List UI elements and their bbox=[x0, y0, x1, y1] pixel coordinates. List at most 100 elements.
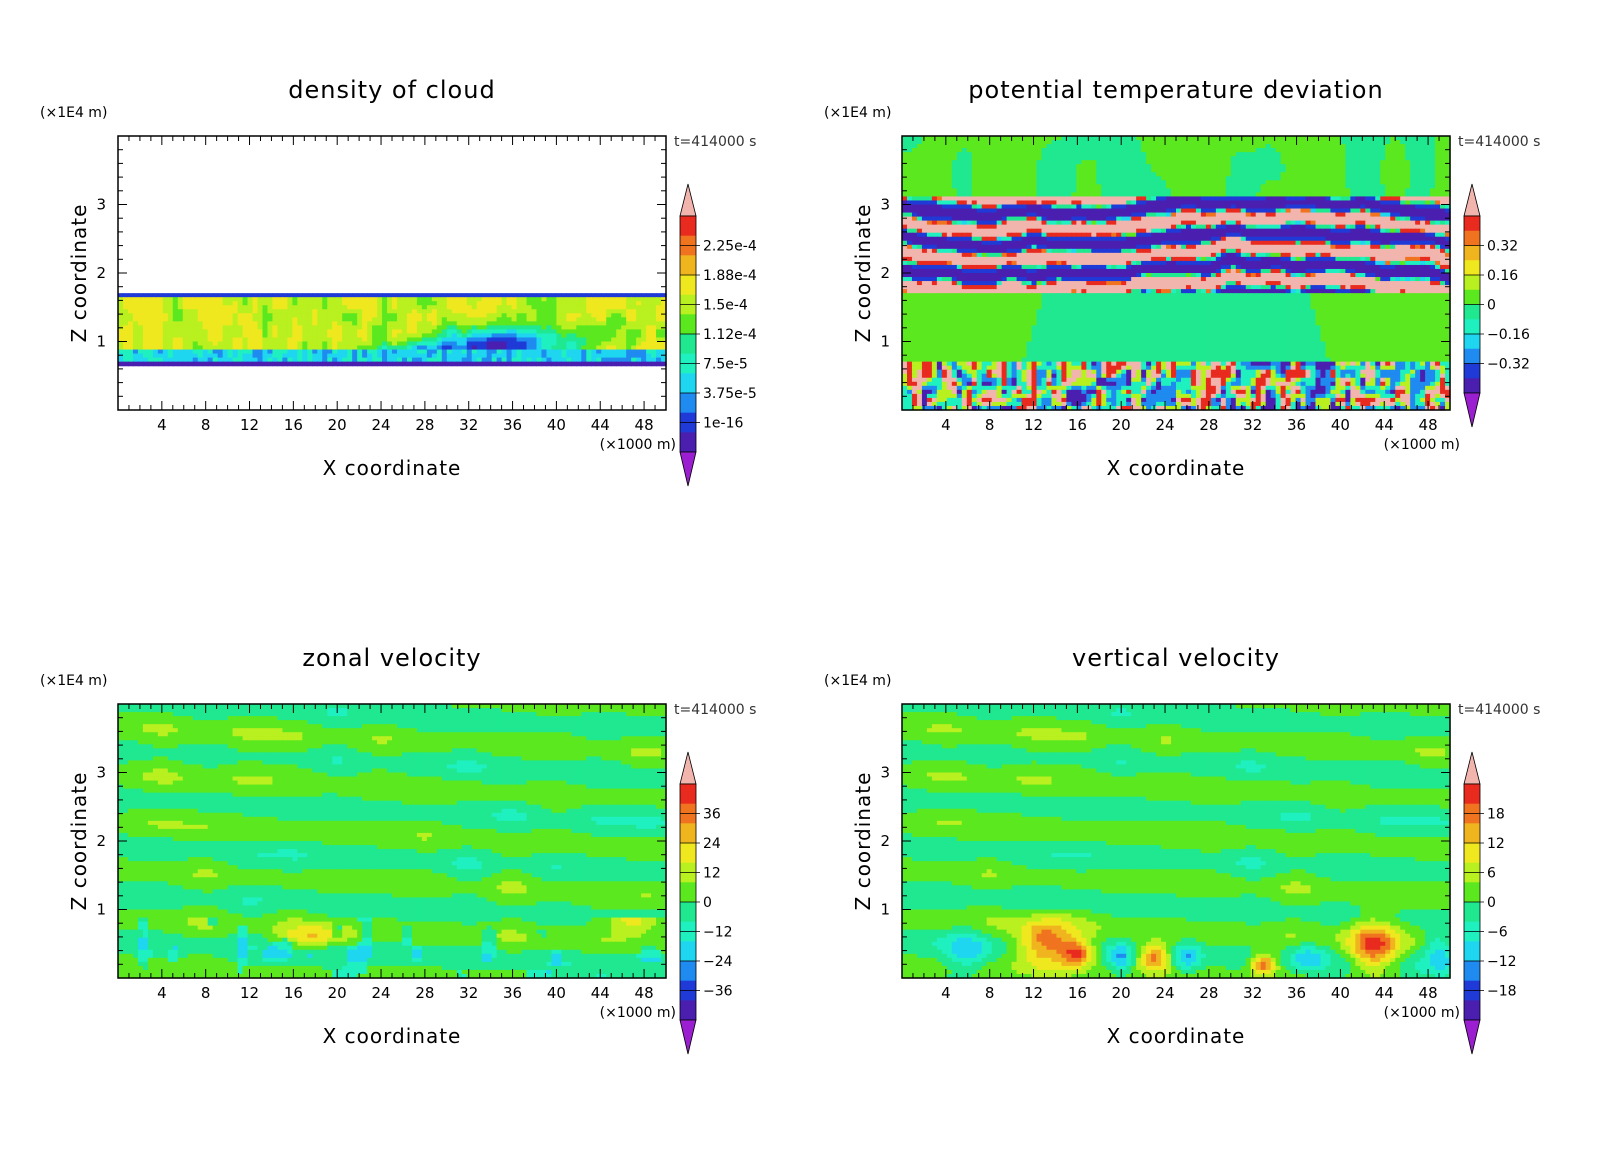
field-cell bbox=[962, 144, 968, 149]
field-cell bbox=[571, 342, 577, 347]
field-cell bbox=[327, 293, 333, 298]
field-cell bbox=[571, 297, 577, 302]
field-cell bbox=[1037, 192, 1043, 197]
field-cell bbox=[1345, 152, 1351, 157]
field-cell bbox=[1206, 184, 1212, 189]
field-cell bbox=[1410, 209, 1416, 214]
field-cell bbox=[937, 209, 943, 214]
field-cell bbox=[387, 305, 393, 310]
field-cell bbox=[1430, 184, 1436, 189]
field-cell bbox=[1266, 233, 1272, 238]
colorbar-band bbox=[680, 393, 696, 413]
field-cell bbox=[641, 362, 647, 367]
field-cell bbox=[616, 346, 622, 351]
field-cell bbox=[522, 325, 528, 330]
field-cell bbox=[536, 313, 542, 318]
field-cell bbox=[1037, 225, 1043, 230]
field-cell bbox=[1171, 168, 1177, 173]
field-cell bbox=[1171, 213, 1177, 218]
field-cell bbox=[1096, 184, 1102, 189]
field-cell bbox=[937, 160, 943, 165]
field-cell bbox=[1350, 156, 1356, 161]
field-cell bbox=[546, 297, 552, 302]
field-cell bbox=[952, 144, 958, 149]
field-cell bbox=[551, 354, 557, 359]
field-cell bbox=[527, 293, 533, 298]
field-cell bbox=[1131, 221, 1137, 226]
field-cell bbox=[452, 297, 458, 302]
field-cell bbox=[972, 152, 978, 157]
field-cell bbox=[937, 192, 943, 197]
field-cell bbox=[957, 140, 963, 145]
field-cell bbox=[631, 337, 637, 342]
field-cell bbox=[1136, 148, 1142, 153]
field-cell bbox=[437, 337, 443, 342]
field-cell bbox=[1345, 188, 1351, 193]
field-cell bbox=[556, 362, 562, 367]
field-cell bbox=[1156, 221, 1162, 226]
field-cell bbox=[942, 217, 948, 222]
field-cell bbox=[1171, 221, 1177, 226]
field-cell bbox=[497, 329, 503, 334]
field-cell bbox=[1306, 209, 1312, 214]
field-cell bbox=[1430, 168, 1436, 173]
field-cell bbox=[1360, 148, 1366, 153]
field-cell bbox=[917, 140, 923, 145]
field-cell bbox=[1216, 217, 1222, 222]
field-cell bbox=[437, 342, 443, 347]
field-cell bbox=[591, 293, 597, 298]
field-cell bbox=[402, 358, 408, 363]
field-cell bbox=[1176, 148, 1182, 153]
field-cell bbox=[407, 309, 413, 314]
field-cell bbox=[1146, 225, 1152, 230]
field-cell bbox=[656, 350, 662, 355]
field-cell bbox=[1211, 188, 1217, 193]
field-cell bbox=[1037, 140, 1043, 145]
field-cell bbox=[1286, 188, 1292, 193]
field-cell bbox=[1076, 209, 1082, 214]
field-cell bbox=[1286, 180, 1292, 185]
field-cell bbox=[1196, 148, 1202, 153]
field-cell bbox=[561, 317, 567, 322]
field-cell bbox=[342, 354, 348, 359]
field-cell bbox=[1091, 196, 1097, 201]
field-cell bbox=[392, 325, 398, 330]
field-cell bbox=[987, 172, 993, 177]
field-cell bbox=[347, 350, 353, 355]
field-cell bbox=[347, 362, 353, 367]
field-cell bbox=[487, 354, 493, 359]
field-cell bbox=[1022, 176, 1028, 181]
field-cell bbox=[168, 342, 174, 347]
field-cell bbox=[907, 140, 913, 145]
field-cell bbox=[1261, 217, 1267, 222]
field-cell bbox=[1111, 168, 1117, 173]
field-cell bbox=[462, 329, 468, 334]
field-cell bbox=[297, 342, 303, 347]
field-cell bbox=[417, 362, 423, 367]
field-cell bbox=[957, 217, 963, 222]
field-cell bbox=[492, 313, 498, 318]
field-cell bbox=[536, 358, 542, 363]
field-cell bbox=[937, 196, 943, 201]
field-cell bbox=[927, 221, 933, 226]
field-cell bbox=[1131, 237, 1137, 242]
field-cell bbox=[1360, 217, 1366, 222]
field-cell bbox=[1370, 217, 1376, 222]
field-cell bbox=[656, 293, 662, 298]
field-cell bbox=[561, 333, 567, 338]
field-cell bbox=[1350, 217, 1356, 222]
field-cell bbox=[208, 317, 214, 322]
field-cell bbox=[1365, 229, 1371, 234]
field-cell bbox=[927, 156, 933, 161]
field-cell bbox=[1410, 221, 1416, 226]
field-cell bbox=[1186, 217, 1192, 222]
field-cell bbox=[238, 333, 244, 338]
field-cell bbox=[1405, 148, 1411, 153]
field-cell bbox=[1365, 225, 1371, 230]
field-cell bbox=[377, 301, 383, 306]
field-cell bbox=[997, 233, 1003, 238]
field-cell bbox=[1320, 188, 1326, 193]
field-cell bbox=[1216, 164, 1222, 169]
field-cell bbox=[1400, 233, 1406, 238]
field-cell bbox=[556, 301, 562, 306]
